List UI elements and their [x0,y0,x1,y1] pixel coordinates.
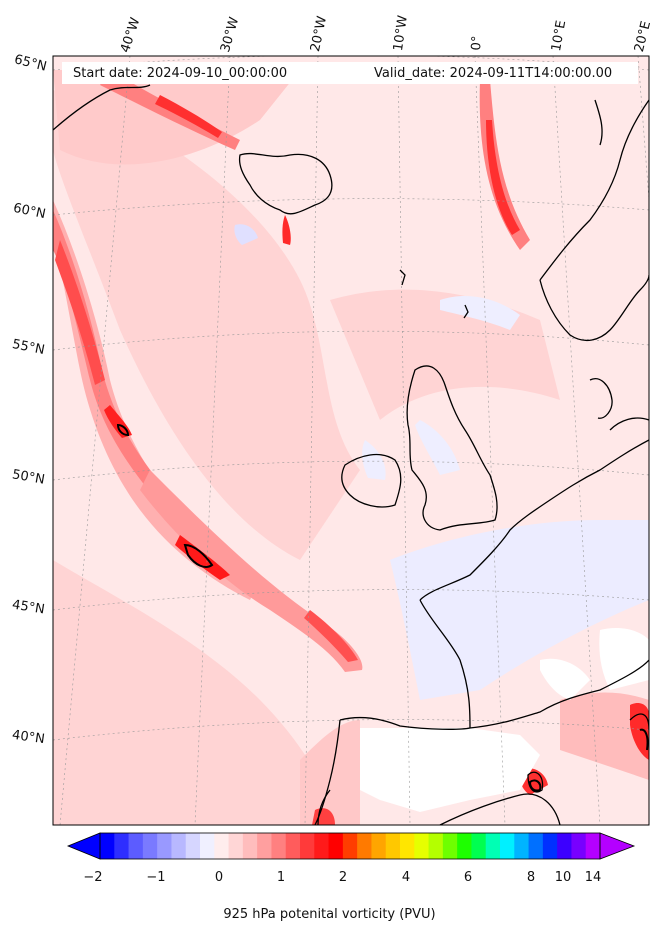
colorbar-segment [457,833,472,859]
colorbar-segment [242,833,258,859]
colorbar-segment [528,833,544,859]
colorbar-tick: −1 [146,870,166,885]
colorbar-segment [514,833,530,859]
map-frame [52,55,650,826]
colorbar-segment [500,833,515,859]
field-zone [440,295,520,330]
field-zone [390,520,649,700]
colorbar-frame [99,832,601,860]
field-zone [282,215,291,245]
colorbar-segment [314,833,330,859]
field-zone [234,224,258,245]
colorbar-segment [471,833,487,859]
colorbar-segment [171,833,187,859]
header-strip [62,62,638,84]
colorbar-tick: 14 [584,870,602,885]
field-zone [479,80,530,250]
field-zone [155,95,222,138]
field-zone [304,610,358,662]
colorbar-segment [328,833,344,859]
coastlines [53,84,649,825]
colorbar-segment [114,833,130,859]
field-zone [486,120,520,235]
field-zone [104,405,132,438]
colorbar-label: 925 hPa potenital vorticity (PVU) [223,907,436,922]
colorbar-tick: 2 [338,870,348,885]
colorbar-segment [271,833,287,859]
colorbar-segment [357,833,372,859]
missing-data-region [360,728,540,812]
colorbar-segment [485,833,501,859]
missing-data-region [540,658,590,700]
field-zone [53,210,158,492]
colorbar-segment [128,833,144,859]
field-zone [53,200,260,600]
vorticity-field [53,56,649,825]
colorbar-segment [185,833,201,859]
colorbar-segment [428,833,444,859]
valid-date-label: Valid_date: 2024-09-11T14:00:00.00 [374,66,613,81]
colorbar-tick: 8 [526,870,536,885]
colorbar-segment [157,833,172,859]
colorbar-segment [571,833,587,859]
colorbar-segment [371,833,387,859]
graticule [53,56,649,825]
colorbar-segment [200,833,215,859]
colorbar-tick: −2 [83,870,103,885]
colorbar-segment [285,833,301,859]
colorbar-segment [300,833,315,859]
colorbar-segment [385,833,401,859]
colorbar-tick: 0 [214,870,224,885]
field-zone [415,420,460,475]
lon-label-0: 0° [469,35,485,52]
start-date-label: Start date: 2024-09-10_00:00:00 [73,66,288,81]
colorbar-segment [100,833,115,859]
map-panel [52,55,650,826]
colorbar [66,832,636,860]
field-zone [140,470,363,672]
field-zone [362,440,386,480]
colorbar-segment [557,833,572,859]
field-zone [300,720,360,825]
field-zone [630,703,649,760]
field-zone [53,90,360,560]
colorbar-tick: 6 [463,870,473,885]
colorbar-tick: 10 [554,870,572,885]
colorbar-over-arrow [599,832,636,860]
colorbar-segment [142,833,158,859]
colorbar-segment [257,833,272,859]
field-zone [560,692,649,780]
colorbar-segment [214,833,230,859]
colorbar-segment [342,833,358,859]
missing-data-region [599,628,649,690]
colorbar-segment [585,833,601,859]
colorbar-segment [542,833,558,859]
colorbar-segment [228,833,244,859]
colorbar-tick: 1 [276,870,286,885]
colorbar-under-arrow [66,832,101,860]
colorbar-segment [442,833,458,859]
colorbar-segments [100,833,601,859]
pv-contours [116,423,649,792]
field-zone [53,560,340,825]
colorbar-segment [414,833,430,859]
field-zone [55,240,105,385]
colorbar-segment [400,833,415,859]
colorbar-tick: 4 [401,870,411,885]
